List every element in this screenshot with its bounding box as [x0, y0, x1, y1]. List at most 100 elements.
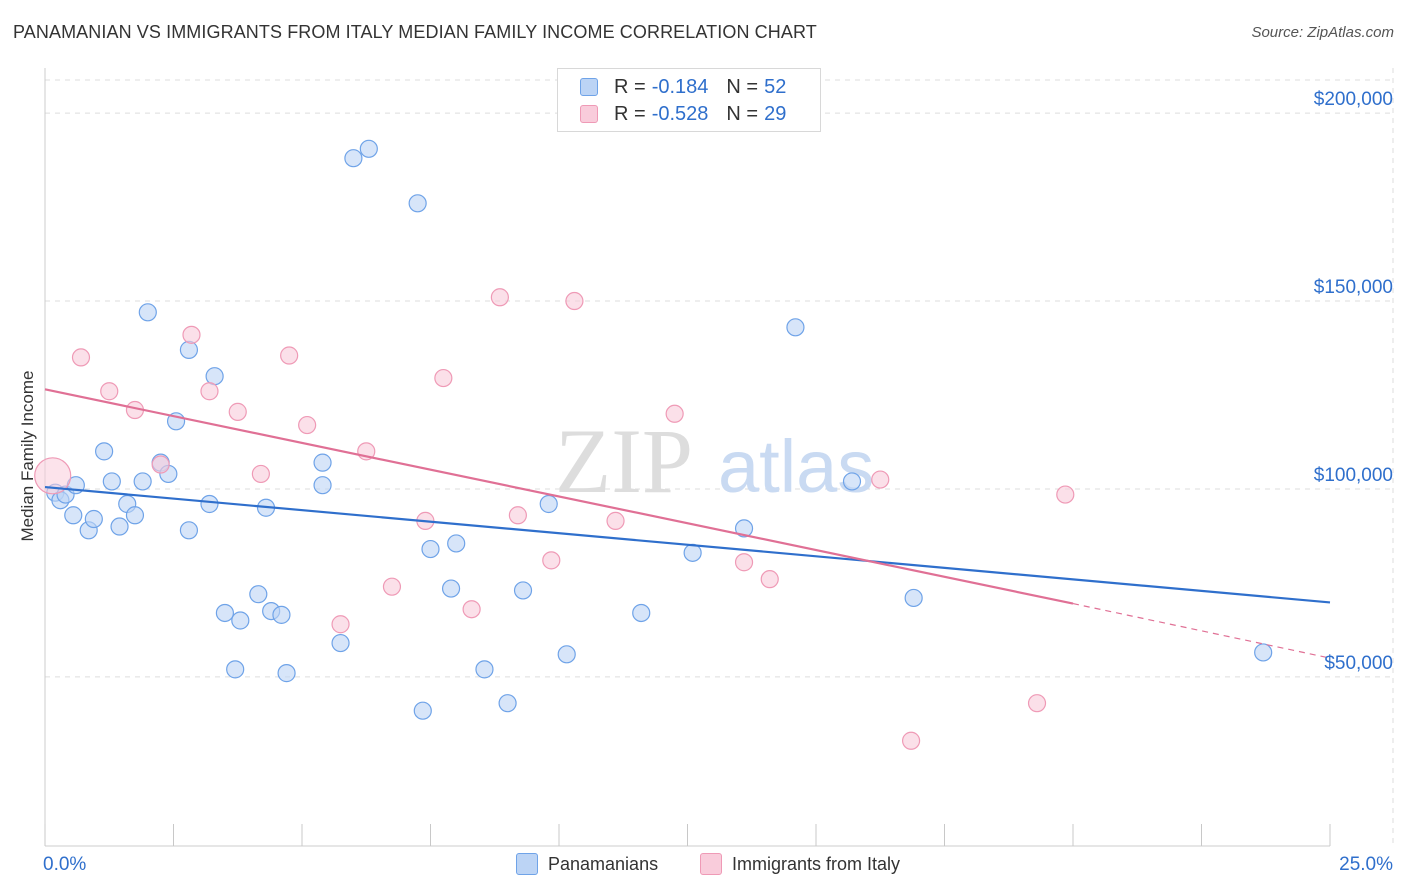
panamanian-point	[1254, 643, 1273, 662]
legend-n-value: 29	[764, 102, 787, 125]
italy-point	[1056, 485, 1075, 504]
watermark-zip: ZIP	[555, 410, 693, 512]
panamanian-point	[110, 517, 129, 536]
legend-n-value: 52	[764, 75, 787, 98]
legend-row-panamanians: R = -0.184 N = 52	[580, 75, 786, 99]
italy-trend-extension	[1072, 602, 1331, 659]
panamanian-point	[557, 645, 576, 664]
italy-point	[542, 551, 561, 570]
bottom-legend-label: Immigrants from Italy	[732, 853, 901, 874]
y-tick-label: $50,000	[1324, 653, 1393, 674]
italy-point	[251, 464, 270, 484]
italy-point	[871, 470, 890, 489]
legend-r-label: R =	[614, 102, 646, 125]
italy-point	[34, 457, 72, 495]
italy-point	[182, 325, 201, 344]
panamanian-point	[441, 579, 461, 598]
y-tick-label: $150,000	[1314, 277, 1393, 298]
legend-swatch-panamanians	[580, 78, 598, 96]
panamanian-point	[331, 633, 350, 653]
axes	[44, 68, 1331, 847]
legend-r-label: R =	[614, 75, 646, 98]
correlation-legend: R = -0.184 N = 52 R = -0.528 N = 29	[557, 68, 821, 132]
panamanian-point	[179, 340, 199, 359]
tick-labels: $50,000 $100,000 $150,000 $200,000 0.0% 25.0%	[43, 89, 1393, 875]
italy-point	[565, 291, 584, 311]
panamanian-point	[231, 611, 250, 630]
panamanian-point	[133, 472, 152, 491]
chart-title: PANAMANIAN VS IMMIGRANTS FROM ITALY MEDI…	[13, 22, 817, 42]
italy-point	[228, 402, 247, 421]
italy-point	[151, 455, 170, 474]
panamanian-point	[842, 472, 862, 491]
panamanian-trend-line	[44, 485, 1331, 604]
panamanian-point	[64, 506, 83, 525]
panamanian-point	[179, 521, 199, 540]
panamanian-point	[786, 318, 805, 337]
panamanian-point	[498, 694, 517, 713]
panamanian-point	[904, 588, 923, 608]
panamanian-point	[102, 472, 121, 491]
watermark-atlas: atlas	[718, 425, 874, 508]
x-tick-label: 25.0%	[1339, 854, 1393, 875]
panamanian-point	[344, 149, 363, 168]
y-axis-label: Median Family Income	[18, 370, 37, 542]
italy-point	[71, 348, 91, 367]
panamanian-point	[513, 581, 533, 600]
italy-point	[1027, 694, 1047, 713]
italy-point	[100, 382, 119, 401]
legend-r-value: -0.528	[651, 102, 709, 125]
italy-point	[665, 404, 684, 423]
panamanian-point	[475, 660, 494, 679]
italy-point	[760, 570, 779, 589]
panamanian-point	[272, 605, 291, 624]
panamanian-point	[200, 494, 219, 514]
bottom-legend-swatch-panamanians	[516, 853, 538, 875]
legend-row-italy: R = -0.528 N = 29	[580, 102, 786, 126]
panamanian-point	[205, 367, 224, 386]
bottom-legend-swatch-italy	[700, 853, 722, 875]
panamanian-point	[138, 303, 157, 322]
panamanian-point	[95, 442, 114, 461]
panamanian-point	[632, 603, 651, 623]
italy-point	[462, 600, 481, 619]
y-tick-label: $100,000	[1314, 465, 1393, 486]
x-tick-label: 0.0%	[43, 854, 86, 875]
panamanian-point	[683, 543, 702, 562]
legend-swatch-italy	[580, 105, 598, 123]
italy-point	[901, 731, 921, 750]
legend-n-label: N =	[726, 102, 759, 125]
legend-r-value: -0.184	[651, 75, 709, 98]
panamanian-point	[226, 660, 245, 679]
y-tick-label: $200,000	[1314, 89, 1393, 110]
trend-lines	[44, 388, 1331, 659]
panamanian-point	[84, 509, 103, 529]
panamanian-point	[125, 506, 145, 525]
italy-point	[434, 368, 453, 388]
italy-point	[382, 577, 402, 596]
panamanian-point	[408, 194, 427, 213]
panamanian-point	[313, 476, 332, 495]
panamanian-point	[249, 585, 268, 604]
bottom-legend-label: Panamanians	[548, 853, 659, 874]
data-points	[34, 139, 1273, 750]
panamanian-point	[313, 453, 332, 472]
panamanian-point	[413, 701, 432, 720]
source-label: Source: ZipAtlas.com	[1251, 24, 1394, 41]
italy-point	[298, 415, 317, 435]
italy-point	[490, 288, 509, 307]
italy-point	[734, 553, 754, 572]
bottom-legend-panamanians[interactable]: Panamanians	[516, 852, 658, 876]
panamanian-point	[539, 494, 558, 514]
panamanian-point	[447, 534, 466, 553]
panamanian-point	[421, 539, 440, 559]
bottom-legend-italy[interactable]: Immigrants from Italy	[700, 852, 900, 876]
panamanian-point	[734, 519, 754, 538]
legend-n-label: N =	[726, 75, 759, 98]
italy-point	[606, 511, 625, 530]
italy-point	[200, 382, 219, 401]
panamanian-point	[277, 664, 296, 683]
italy-point	[331, 615, 350, 634]
italy-point	[508, 506, 527, 525]
